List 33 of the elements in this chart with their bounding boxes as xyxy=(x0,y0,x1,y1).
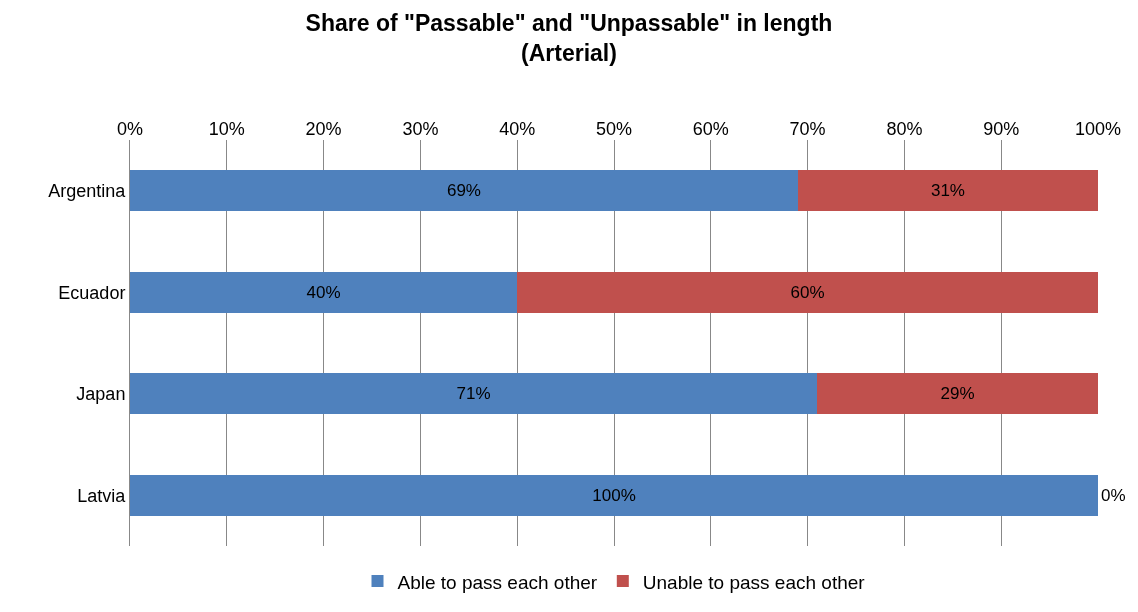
legend-label: Able to pass each other xyxy=(397,571,598,593)
x-tick-label: 50% xyxy=(595,119,633,140)
data-label: 60% xyxy=(790,282,825,302)
x-tick-label: 30% xyxy=(402,119,439,140)
x-tick-label: 10% xyxy=(208,119,245,140)
x-tick-label: 0% xyxy=(116,119,144,140)
bar xyxy=(130,373,818,415)
data-label: 40% xyxy=(306,282,341,302)
y-tick-label: Japan xyxy=(76,384,126,405)
y-tick-label: Argentina xyxy=(48,181,127,202)
bar xyxy=(130,271,518,313)
bar xyxy=(797,170,1098,212)
data-label: 0% xyxy=(1101,485,1126,505)
x-tick-label: 100% xyxy=(1074,119,1122,140)
chart-title: Share of "Passable" and "Unpassable" in length (Arterial) xyxy=(305,9,833,66)
legend-label: Unable to pass each other xyxy=(642,571,866,593)
bar xyxy=(517,271,1098,313)
bar xyxy=(130,474,1098,516)
x-tick-label: 70% xyxy=(789,119,826,140)
x-tick-label: 60% xyxy=(692,119,729,140)
data-label: 100% xyxy=(592,485,636,505)
data-label: 71% xyxy=(456,384,491,404)
x-tick-label: 40% xyxy=(499,119,536,140)
y-tick-label: Latvia xyxy=(77,485,127,506)
x-tick-label: 90% xyxy=(983,119,1020,140)
y-tick-label: Ecuador xyxy=(58,282,126,303)
x-tick-label: 20% xyxy=(305,119,342,140)
x-tick-label: 80% xyxy=(886,119,923,140)
data-label: 31% xyxy=(930,181,965,201)
bar xyxy=(817,373,1098,415)
data-label: 29% xyxy=(940,384,975,404)
bar xyxy=(130,170,798,212)
data-label: 69% xyxy=(446,181,481,201)
